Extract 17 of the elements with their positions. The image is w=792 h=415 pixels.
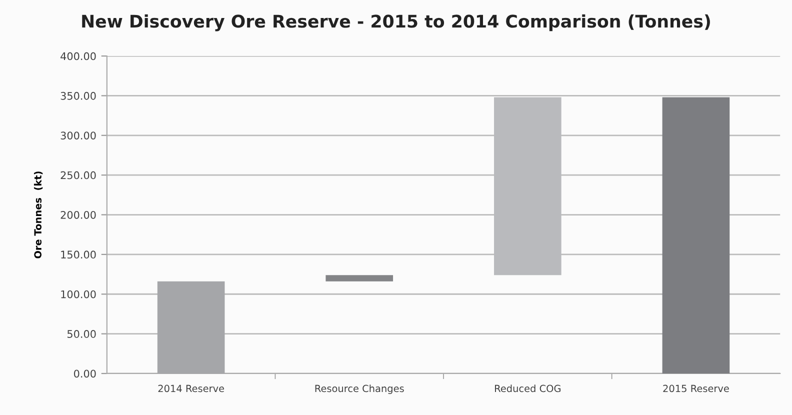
x-tick-label: 2014 Reserve: [158, 384, 224, 392]
x-tick-label: Resource Changes: [315, 384, 404, 394]
y-tick-label: 400.00: [60, 52, 96, 60]
y-tick-label: 350.00: [60, 92, 96, 100]
y-tick-label: 250.00: [60, 171, 96, 180]
y-tick-label: 150.00: [61, 250, 96, 259]
y-tick-label: 100.00: [61, 290, 96, 298]
y-tick-label: 300.00: [60, 132, 96, 140]
chart-title: New Discovery Ore Reserve - 2015 to 2014 Comparison (Tonnes): [82, 14, 710, 32]
bar: [662, 97, 730, 374]
x-tick-label: Reduced COG: [495, 384, 560, 392]
x-tick-label: 2015 Reserve: [663, 384, 729, 392]
y-axis-title: Ore Tonnes (kt): [34, 172, 43, 258]
y-tick-label: 50.00: [67, 330, 96, 338]
y-tick-label: 0.00: [74, 370, 96, 378]
bar: [326, 275, 394, 282]
y-tick-label: 200.00: [60, 210, 96, 219]
